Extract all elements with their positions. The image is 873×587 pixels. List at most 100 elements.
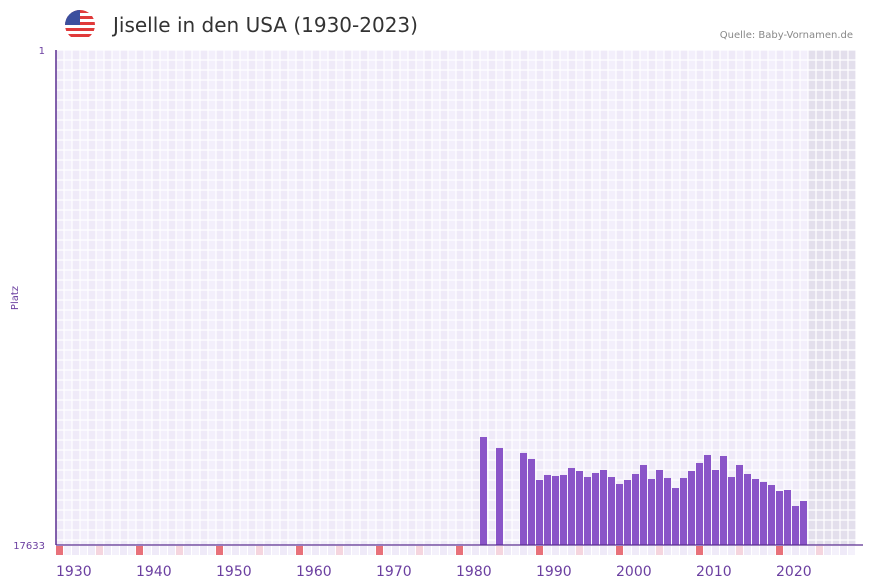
grid-column — [544, 50, 552, 545]
bar-2001 — [624, 479, 631, 545]
grid-column — [560, 50, 568, 545]
bar-2018 — [760, 482, 767, 545]
bar-2019 — [768, 485, 775, 545]
bar-2006 — [664, 477, 671, 545]
grid-column — [128, 50, 136, 545]
year-marker — [664, 546, 671, 555]
bar-2012 — [712, 469, 719, 545]
bar-2007 — [672, 488, 679, 545]
grid-column — [320, 50, 328, 545]
grid-column — [712, 50, 720, 545]
year-marker — [160, 546, 167, 555]
grid-column — [416, 50, 424, 545]
year-marker — [544, 546, 551, 555]
grid-column — [432, 50, 440, 545]
year-marker — [624, 546, 631, 555]
x-tick-label: 1940 — [136, 564, 172, 580]
bar-1997 — [592, 472, 599, 545]
grid-column — [248, 50, 256, 545]
year-marker — [504, 546, 511, 555]
grid-column — [280, 50, 288, 545]
year-marker — [392, 546, 399, 555]
x-tick-label: 2020 — [776, 564, 812, 580]
year-marker — [760, 546, 767, 555]
year-marker — [464, 546, 471, 555]
year-marker — [536, 546, 543, 555]
x-tick-label: 1970 — [376, 564, 412, 580]
year-marker — [480, 546, 487, 555]
year-marker — [512, 546, 519, 555]
year-marker — [488, 546, 495, 555]
grid-column — [824, 50, 832, 545]
x-tick-label: 1950 — [216, 564, 252, 580]
grid-column — [400, 50, 408, 545]
year-marker — [280, 546, 287, 555]
grid-column — [88, 50, 96, 545]
grid-column — [528, 50, 536, 545]
year-marker — [736, 546, 743, 555]
bar-2003 — [640, 464, 647, 545]
grid-column — [704, 50, 712, 545]
year-marker — [752, 546, 759, 555]
x-tick-label: 2010 — [696, 564, 732, 580]
us-flag-icon — [65, 10, 95, 40]
grid-column — [832, 50, 840, 545]
grid-column — [296, 50, 304, 545]
year-marker — [176, 546, 183, 555]
grid-column — [256, 50, 264, 545]
grid-column — [336, 50, 344, 545]
grid-column — [376, 50, 384, 545]
grid-column — [656, 50, 664, 545]
bar-2023 — [800, 501, 807, 545]
grid-column — [312, 50, 320, 545]
bar-1995 — [576, 470, 583, 545]
year-marker — [632, 546, 639, 555]
year-marker — [168, 546, 175, 555]
bar-1990 — [536, 479, 543, 545]
year-marker — [56, 546, 63, 555]
year-marker — [368, 546, 375, 555]
year-marker — [200, 546, 207, 555]
year-marker — [528, 546, 535, 555]
grid-column — [408, 50, 416, 545]
grid-column — [328, 50, 336, 545]
grid-column — [680, 50, 688, 545]
year-marker — [320, 546, 327, 555]
bar-2010 — [696, 462, 703, 545]
year-marker — [520, 546, 527, 555]
grid-column — [648, 50, 656, 545]
grid-column — [224, 50, 232, 545]
bar-2002 — [632, 474, 639, 545]
year-marker — [432, 546, 439, 555]
year-marker — [744, 546, 751, 555]
grid-column — [424, 50, 432, 545]
y-tick-label: 17633 — [13, 541, 45, 552]
year-marker — [848, 546, 855, 555]
grid-column — [144, 50, 152, 545]
grid-column — [784, 50, 792, 545]
grid-column — [696, 50, 704, 545]
grid-column — [440, 50, 448, 545]
bar-2021 — [784, 490, 791, 545]
bar-2008 — [680, 477, 687, 545]
grid-column — [496, 50, 504, 545]
grid-column — [96, 50, 104, 545]
grid-column — [160, 50, 168, 545]
bar-1985 — [496, 447, 503, 545]
grid-column — [208, 50, 216, 545]
grid-column — [112, 50, 120, 545]
year-marker — [288, 546, 295, 555]
year-marker — [592, 546, 599, 555]
grid-column — [104, 50, 112, 545]
bar-1983 — [480, 436, 487, 545]
grid-column — [504, 50, 512, 545]
bar-2020 — [776, 491, 783, 545]
grid-column — [576, 50, 584, 545]
grid-column — [552, 50, 560, 545]
year-marker — [552, 546, 559, 555]
grid-column — [608, 50, 616, 545]
grid-column — [384, 50, 392, 545]
source-link[interactable]: Quelle: Baby-Vornamen.de — [719, 30, 853, 41]
